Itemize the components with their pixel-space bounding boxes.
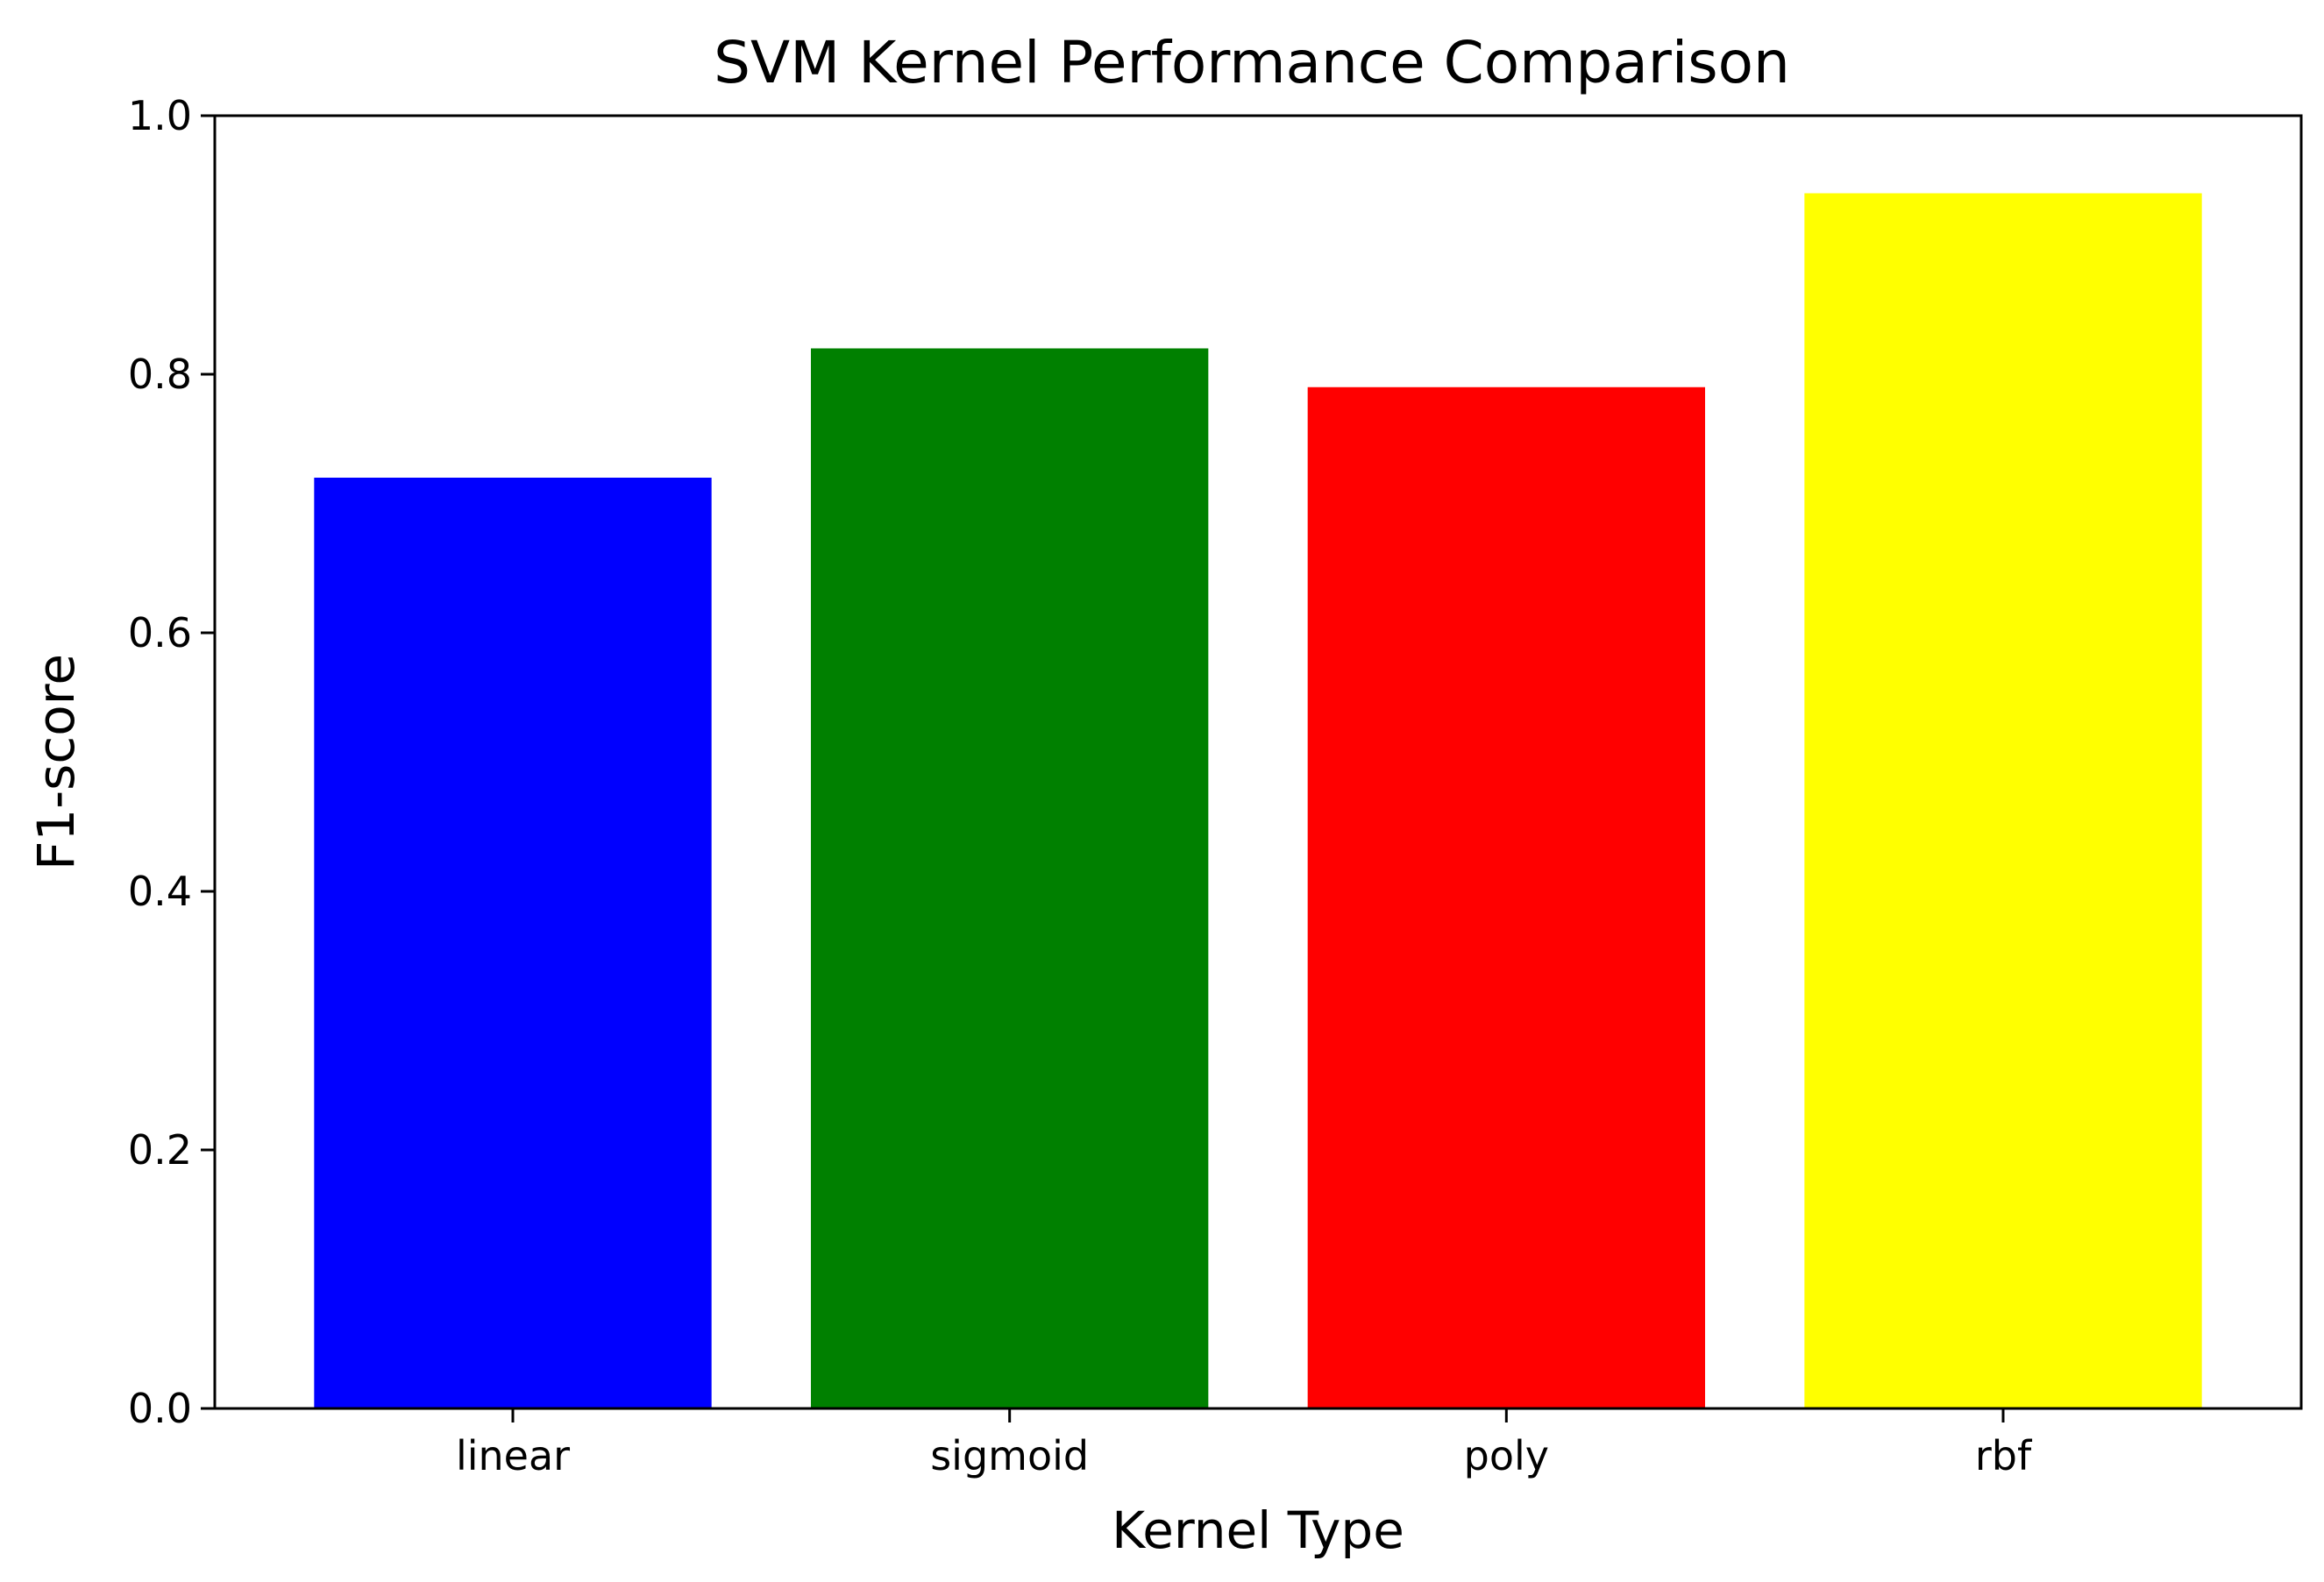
x-tick-label: poly: [1464, 1432, 1549, 1479]
x-tick-label: rbf: [1975, 1432, 2033, 1479]
y-axis-ticks: 0.0 0.2 0.4 0.6 0.8 1.0: [128, 92, 215, 1432]
plot-area-frame: [213, 114, 2303, 1410]
y-tick-label: 0.6: [128, 609, 192, 656]
bar-linear: [314, 478, 712, 1408]
y-tick-label: 0.8: [128, 351, 192, 398]
bar-poly: [1307, 387, 1705, 1408]
x-axis-title: Kernel Type: [1112, 1500, 1404, 1560]
y-tick-label: 1.0: [128, 92, 192, 139]
x-axis-ticks: linear sigmoid poly rbf: [456, 1408, 2033, 1479]
chart-title: SVM Kernel Performance Comparison: [714, 29, 1790, 96]
y-tick-label: 0.4: [128, 868, 192, 915]
x-tick-label: linear: [456, 1432, 570, 1479]
y-tick-label: 0.2: [128, 1126, 192, 1174]
bar-rbf: [1804, 193, 2202, 1408]
bar-sigmoid: [811, 348, 1209, 1408]
x-tick-label: sigmoid: [930, 1432, 1089, 1479]
bars-group: [314, 193, 2202, 1408]
y-tick-label: 0.0: [128, 1385, 192, 1432]
y-axis-title: F1-score: [26, 654, 86, 870]
